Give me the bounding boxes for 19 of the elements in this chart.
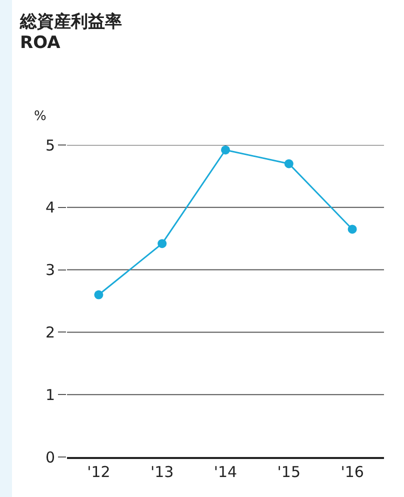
y-axis-title: % bbox=[34, 109, 46, 124]
x-tick-label: '13 bbox=[150, 463, 174, 481]
x-tick-label: '16 bbox=[340, 463, 364, 481]
y-tick-label: 5 bbox=[45, 136, 55, 154]
chart-subtitle: ROA bbox=[20, 33, 62, 54]
y-tick-label: 4 bbox=[45, 198, 55, 217]
x-tick-label: '12 bbox=[87, 463, 110, 481]
x-tick-label: '14 bbox=[214, 463, 238, 481]
point bbox=[348, 224, 357, 234]
chart-title: 総資産利益率 bbox=[20, 12, 122, 33]
x-tick-label: '15 bbox=[277, 463, 301, 481]
point bbox=[284, 159, 294, 168]
point bbox=[158, 239, 167, 248]
y-tick-label: 2 bbox=[45, 323, 55, 342]
point bbox=[221, 145, 230, 154]
y-tick-label: 0 bbox=[45, 448, 55, 466]
point bbox=[94, 290, 104, 300]
y-tick-label: 3 bbox=[45, 261, 55, 280]
y-tick-label: 1 bbox=[45, 386, 55, 404]
